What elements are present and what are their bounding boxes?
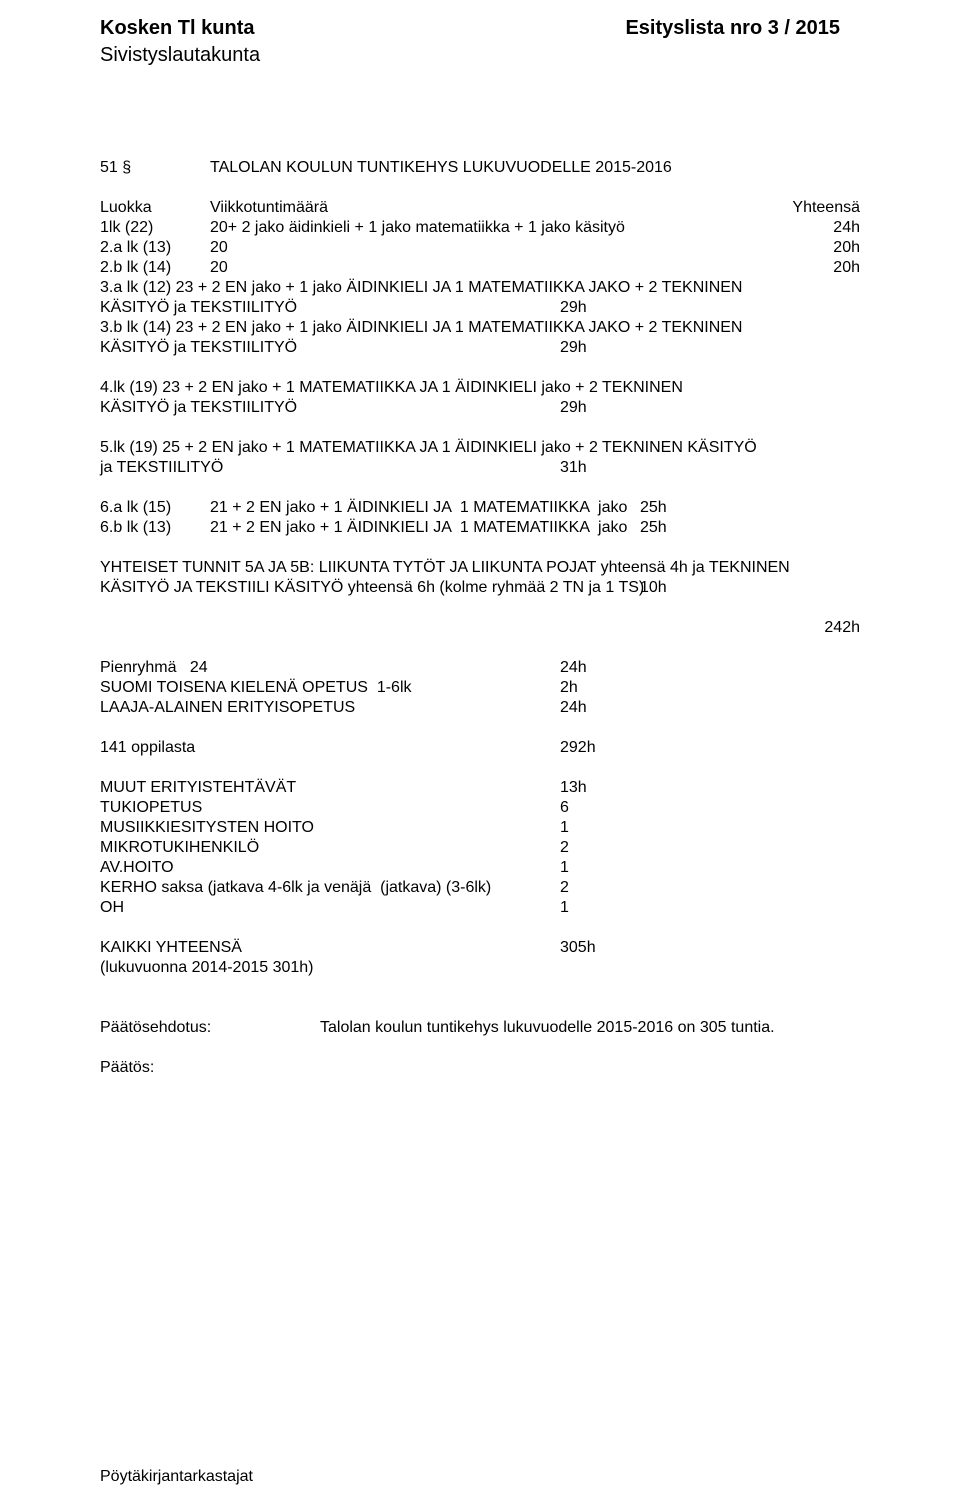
list2-row-0: MUUT ERITYISTEHTÄVÄT 13h <box>100 778 860 798</box>
cell-left: 6.b lk (13) <box>100 518 210 538</box>
cell-right: 29h <box>560 398 587 418</box>
total-val: 305h <box>560 938 596 958</box>
list-val: 13h <box>560 778 587 798</box>
cell-right: 25h <box>640 498 667 518</box>
cell-mid: 20 <box>210 258 228 278</box>
cell-right: 24h <box>833 218 860 238</box>
list-val: 2 <box>560 878 569 898</box>
list2-row-6: OH 1 <box>100 898 860 918</box>
cell-left: 6.a lk (15) <box>100 498 210 518</box>
subtotal-242: 242h <box>100 618 860 638</box>
row-4-line1: 4.lk (19) 23 + 2 EN jako + 1 MATEMATIIKK… <box>100 378 860 398</box>
th-viikko: Viikkotuntimäärä <box>210 198 328 218</box>
section-title: 51 § TALOLAN KOULUN TUNTIKEHYS LUKUVUODE… <box>100 158 860 178</box>
list1-row-0: Pienryhmä 24 24h <box>100 658 860 678</box>
list-label: Pienryhmä 24 <box>100 658 208 678</box>
list2-row-5: KERHO saksa (jatkava 4-6lk ja venäjä (ja… <box>100 878 860 898</box>
th-yhteensa: Yhteensä <box>792 198 860 218</box>
cell-left: ja TEKSTIILITYÖ <box>100 458 223 478</box>
list-label: MUUT ERITYISTEHTÄVÄT <box>100 778 296 798</box>
cell-left: KÄSITYÖ ja TEKSTIILITYÖ <box>100 338 297 358</box>
list-val: 6 <box>560 798 569 818</box>
list-val: 24h <box>560 698 587 718</box>
list-val: 2h <box>560 678 578 698</box>
list-label: LAAJA-ALAINEN ERITYISOPETUS <box>100 698 355 718</box>
list1-row-1: SUOMI TOISENA KIELENÄ OPETUS 1-6lk 2h <box>100 678 860 698</box>
header-row: Kosken Tl kunta Esityslista nro 3 / 2015 <box>100 16 860 41</box>
section-number: 51 § <box>100 158 210 178</box>
list-label: OH <box>100 898 124 918</box>
opp-val: 292h <box>560 738 596 758</box>
total-row: KAIKKI YHTEENSÄ 305h <box>100 938 860 958</box>
row-1lk: 1lk (22) 20+ 2 jako äidinkieli + 1 jako … <box>100 218 860 238</box>
cell-left: KÄSITYÖ ja TEKSTIILITYÖ <box>100 398 297 418</box>
list-label: MUSIIKKIESITYSTEN HOITO <box>100 818 314 838</box>
cell-right: 20h <box>833 258 860 278</box>
table-header: Luokka Viikkotuntimäärä Yhteensä <box>100 198 860 218</box>
opp-label: 141 oppilasta <box>100 738 195 758</box>
proposal-text: Talolan koulun tuntikehys lukuvuodelle 2… <box>320 1018 775 1038</box>
proposal-label: Päätösehdotus: <box>100 1018 320 1038</box>
cell-right: 20h <box>833 238 860 258</box>
cell-right: 25h <box>640 518 667 538</box>
row-4-line2: KÄSITYÖ ja TEKSTIILITYÖ 29h <box>100 398 860 418</box>
page: Kosken Tl kunta Esityslista nro 3 / 2015… <box>0 0 960 1507</box>
header-sub: Sivistyslautakunta <box>100 43 860 68</box>
yhteiset-line1: YHTEISET TUNNIT 5A JA 5B: LIIKUNTA TYTÖT… <box>100 558 860 578</box>
row-3a-line2: KÄSITYÖ ja TEKSTIILITYÖ 29h <box>100 298 860 318</box>
row-3b-line1: 3.b lk (14) 23 + 2 EN jako + 1 jako ÄIDI… <box>100 318 860 338</box>
list-val: 24h <box>560 658 587 678</box>
row-3b-line2: KÄSITYÖ ja TEKSTIILITYÖ 29h <box>100 338 860 358</box>
cell-mid: 20 <box>210 238 228 258</box>
cell-mid: 21 + 2 EN jako + 1 ÄIDINKIELI JA 1 MATEM… <box>210 518 627 538</box>
list-label: SUOMI TOISENA KIELENÄ OPETUS 1-6lk <box>100 678 412 698</box>
decision-label: Päätös: <box>100 1058 860 1078</box>
th-luokka: Luokka <box>100 198 210 218</box>
cell-mid: 20+ 2 jako äidinkieli + 1 jako matematii… <box>210 218 625 238</box>
row-2a: 2.a lk (13) 20 20h <box>100 238 860 258</box>
oppilasta-row: 141 oppilasta 292h <box>100 738 860 758</box>
list-val: 1 <box>560 858 569 878</box>
list2-row-4: AV.HOITO 1 <box>100 858 860 878</box>
list-val: 1 <box>560 818 569 838</box>
proposal-row: Päätösehdotus: Talolan koulun tuntikehys… <box>100 1018 860 1038</box>
row-5-line1: 5.lk (19) 25 + 2 EN jako + 1 MATEMATIIKK… <box>100 438 860 458</box>
row-5-line2: ja TEKSTIILITYÖ 31h <box>100 458 860 478</box>
cell-left: KÄSITYÖ ja TEKSTIILITYÖ <box>100 298 297 318</box>
cell-right: 29h <box>560 338 587 358</box>
subtotal-value: 242h <box>824 618 860 638</box>
cell-right: 10h <box>640 578 667 598</box>
cell-left: KÄSITYÖ JA TEKSTIILI KÄSITYÖ yhteensä 6h… <box>100 578 644 598</box>
cell-mid: 21 + 2 EN jako + 1 ÄIDINKIELI JA 1 MATEM… <box>210 498 627 518</box>
row-6b: 6.b lk (13) 21 + 2 EN jako + 1 ÄIDINKIEL… <box>100 518 860 538</box>
total-label: KAIKKI YHTEENSÄ <box>100 938 242 958</box>
list2-row-3: MIKROTUKIHENKILÖ 2 <box>100 838 860 858</box>
list-label: TUKIOPETUS <box>100 798 202 818</box>
list-label: MIKROTUKIHENKILÖ <box>100 838 259 858</box>
cell-left: 1lk (22) <box>100 218 210 238</box>
list-label: AV.HOITO <box>100 858 174 878</box>
list-val: 2 <box>560 838 569 858</box>
header-left: Kosken Tl kunta <box>100 16 254 41</box>
list2-row-2: MUSIIKKIESITYSTEN HOITO 1 <box>100 818 860 838</box>
list1-row-2: LAAJA-ALAINEN ERITYISOPETUS 24h <box>100 698 860 718</box>
section-heading: TALOLAN KOULUN TUNTIKEHYS LUKUVUODELLE 2… <box>210 158 672 178</box>
document-body: 51 § TALOLAN KOULUN TUNTIKEHYS LUKUVUODE… <box>100 158 860 1078</box>
page-footer: Pöytäkirjantarkastajat <box>100 1467 253 1487</box>
cell-right: 31h <box>560 458 587 478</box>
row-3a-line1: 3.a lk (12) 23 + 2 EN jako + 1 jako ÄIDI… <box>100 278 860 298</box>
header-right: Esityslista nro 3 / 2015 <box>625 16 860 41</box>
cell-right: 29h <box>560 298 587 318</box>
total-sub: (lukuvuonna 2014-2015 301h) <box>100 958 860 978</box>
row-2b: 2.b lk (14) 20 20h <box>100 258 860 278</box>
list-label: KERHO saksa (jatkava 4-6lk ja venäjä (ja… <box>100 878 491 898</box>
cell-left: 2.a lk (13) <box>100 238 210 258</box>
row-6a: 6.a lk (15) 21 + 2 EN jako + 1 ÄIDINKIEL… <box>100 498 860 518</box>
list-val: 1 <box>560 898 569 918</box>
list2-row-1: TUKIOPETUS 6 <box>100 798 860 818</box>
cell-left: 2.b lk (14) <box>100 258 210 278</box>
yhteiset-line2: KÄSITYÖ JA TEKSTIILI KÄSITYÖ yhteensä 6h… <box>100 578 860 598</box>
